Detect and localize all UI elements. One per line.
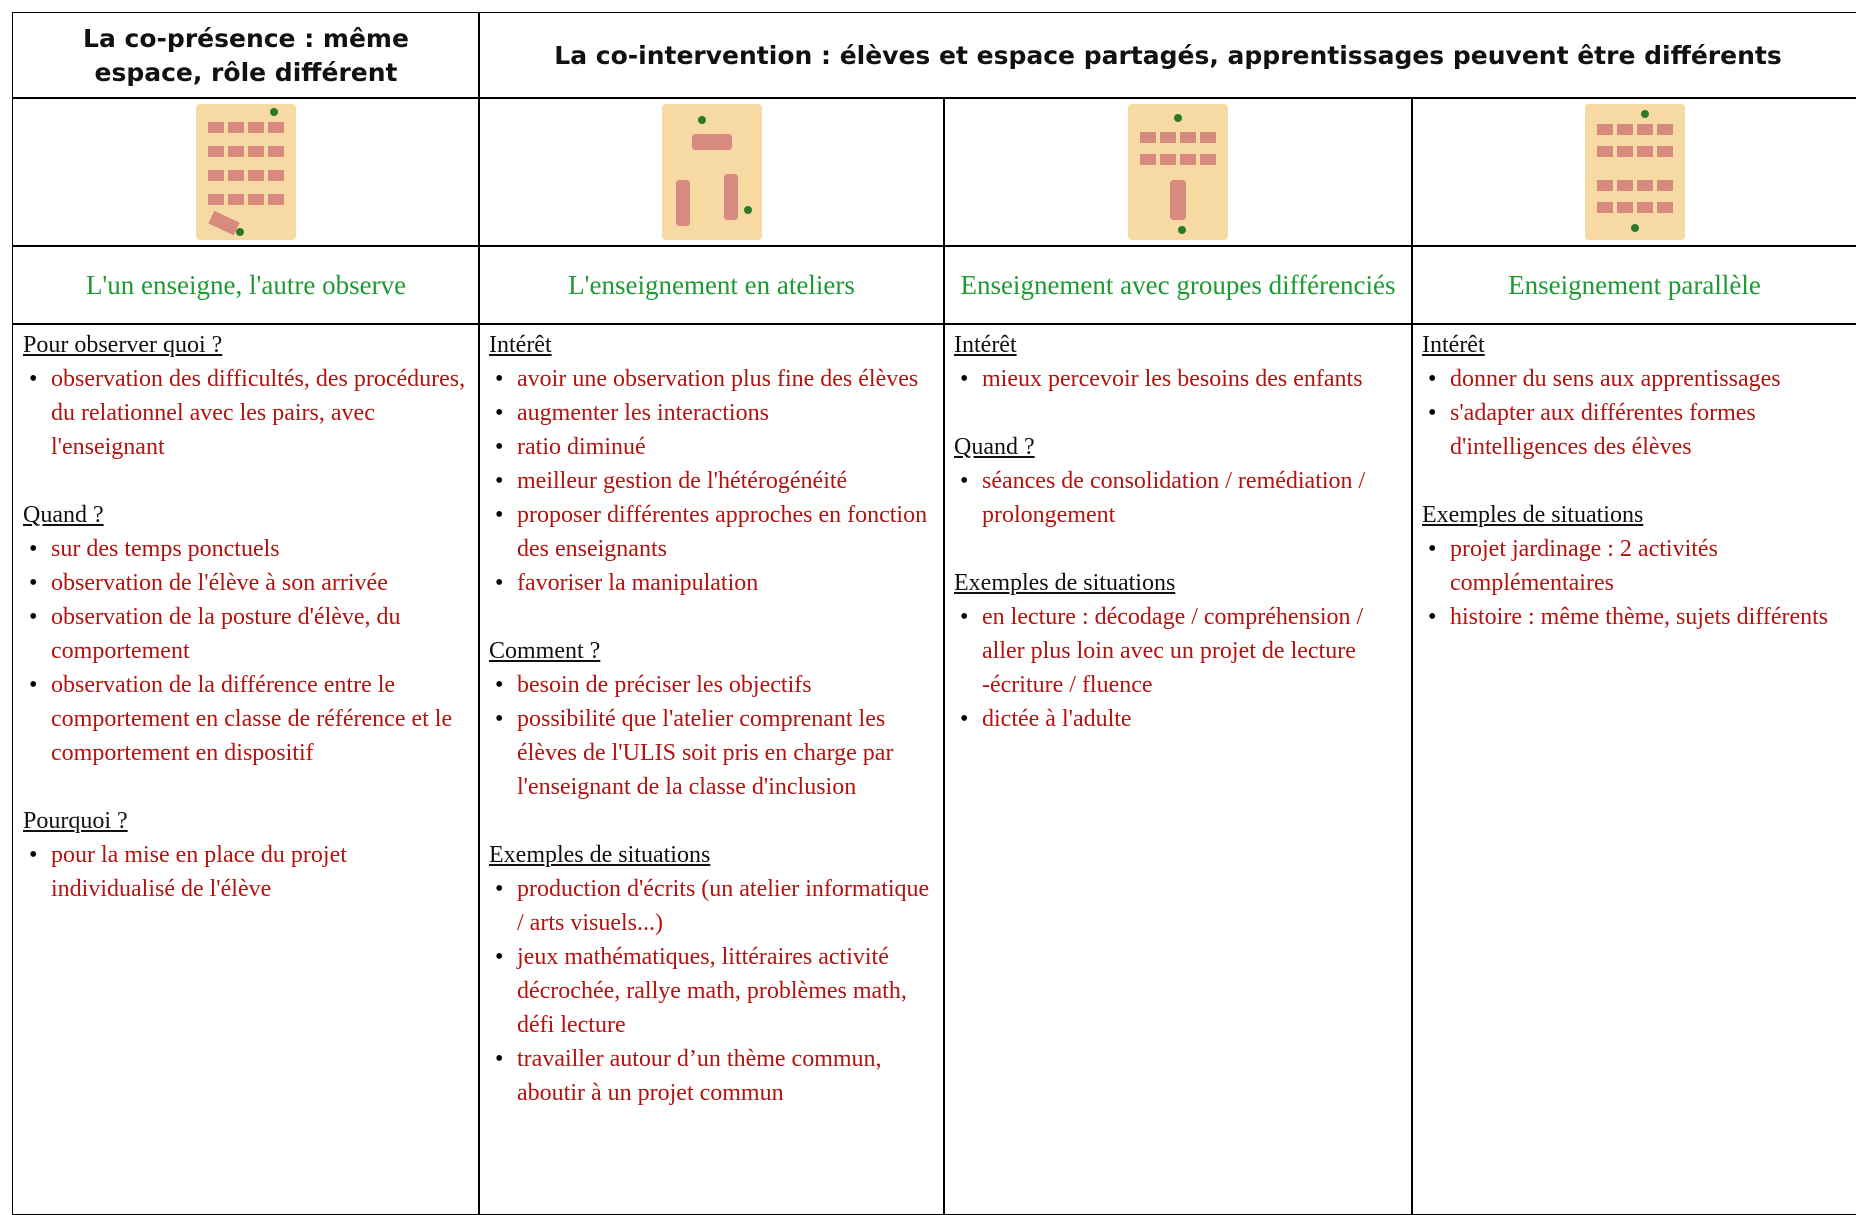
- bullet-item: favoriser la manipulation: [489, 566, 936, 600]
- bullet-item: s'adapter aux différentes formes d'intel…: [1422, 396, 1849, 464]
- classroom-layout: [1584, 104, 1685, 240]
- bullet-item: travailler autour d’un thème commun, abo…: [489, 1042, 936, 1110]
- bullet-item: observation de l'élève à son arrivée: [23, 566, 471, 600]
- image-cell: [1411, 97, 1856, 247]
- section-heading: Quand ?: [954, 434, 1035, 460]
- bullet-list: besoin de préciser les objectifspossibil…: [489, 668, 936, 804]
- bullet-item: besoin de préciser les objectifs: [489, 668, 936, 702]
- bullet-item: jeux mathématiques, littéraires activité…: [489, 940, 936, 1042]
- bullet-item: avoir une observation plus fine des élèv…: [489, 362, 936, 396]
- bullet-list: sur des temps ponctuelsobservation de l'…: [23, 532, 471, 770]
- column-title-cell: Enseignement avec groupes différenciés: [943, 245, 1413, 325]
- bullet-list: projet jardinage : 2 activités complémen…: [1422, 532, 1849, 634]
- section-heading: Intérêt: [489, 332, 552, 358]
- column-title: L'enseignement en ateliers: [568, 270, 855, 300]
- classroom-layout: [1128, 104, 1228, 240]
- bullet-item: mieux percevoir les besoins des enfants: [954, 362, 1404, 396]
- header-cell: La co-intervention : élèves et espace pa…: [478, 12, 1856, 99]
- bullet-item: proposer différentes approches en foncti…: [489, 498, 936, 566]
- bullet-item: séances de consolidation / remédiation /…: [954, 464, 1404, 532]
- column-title-cell: Enseignement parallèle: [1411, 245, 1856, 325]
- column-body: Intérêt donner du sens aux apprentissages…: [1411, 323, 1856, 1215]
- column-title-cell: L'un enseigne, l'autre observe: [12, 245, 480, 325]
- bullet-list: production d'écrits (un atelier informat…: [489, 872, 936, 1110]
- column-title: Enseignement parallèle: [1508, 270, 1761, 300]
- column-title: Enseignement avec groupes différenciés: [960, 270, 1396, 300]
- bullet-item: histoire : même thème, sujets différents: [1422, 600, 1849, 634]
- bullet-item: production d'écrits (un atelier informat…: [489, 872, 936, 940]
- bullet-item: projet jardinage : 2 activités complémen…: [1422, 532, 1849, 600]
- image-cell: [12, 97, 480, 247]
- bullet-list: pour la mise en place du projet individu…: [23, 838, 471, 906]
- column-body: Intérêt mieux percevoir les besoins des e…: [943, 323, 1413, 1215]
- bullet-item: observation de la différence entre le co…: [23, 668, 471, 770]
- bullet-item: possibilité que l'atelier comprenant les…: [489, 702, 936, 804]
- section-heading: Intérêt: [954, 332, 1017, 358]
- bullet-list: observation des difficultés, des procédu…: [23, 362, 471, 464]
- classroom-layout: [196, 104, 296, 240]
- header-text: La co-présence : même espace, rôle diffé…: [83, 23, 409, 87]
- column-title-cell: L'enseignement en ateliers: [478, 245, 945, 325]
- bullet-item: observation des difficultés, des procédu…: [23, 362, 471, 464]
- classroom-layout: [661, 104, 762, 240]
- bullet-list: avoir une observation plus fine des élèv…: [489, 362, 936, 600]
- bullet-item: donner du sens aux apprentissages: [1422, 362, 1849, 396]
- bullet-list: donner du sens aux apprentissagess'adapt…: [1422, 362, 1849, 464]
- image-cell: [478, 97, 945, 247]
- bullet-item: meilleur gestion de l'hétérogénéité: [489, 464, 936, 498]
- header-cell: La co-présence : même espace, rôle diffé…: [12, 12, 480, 99]
- column-body: Pour observer quoi ? observation des diff…: [12, 323, 480, 1215]
- bullet-item: ratio diminué: [489, 430, 936, 464]
- section-heading: Pourquoi ?: [23, 808, 128, 834]
- section-heading: Intérêt: [1422, 332, 1485, 358]
- bullet-item: augmenter les interactions: [489, 396, 936, 430]
- image-cell: [943, 97, 1413, 247]
- section-heading: Exemples de situations: [1422, 502, 1644, 528]
- bullet-list: en lecture : décodage / compréhension / …: [954, 600, 1404, 736]
- bullet-item: pour la mise en place du projet individu…: [23, 838, 471, 906]
- bullet-item: observation de la posture d'élève, du co…: [23, 600, 471, 668]
- bullet-item: en lecture : décodage / compréhension / …: [954, 600, 1404, 702]
- section-heading: Pour observer quoi ?: [23, 332, 223, 358]
- bullet-item: dictée à l'adulte: [954, 702, 1404, 736]
- bullet-list: mieux percevoir les besoins des enfants: [954, 362, 1404, 396]
- bullet-list: séances de consolidation / remédiation /…: [954, 464, 1404, 532]
- section-heading: Exemples de situations: [954, 570, 1176, 596]
- bullet-item: sur des temps ponctuels: [23, 532, 471, 566]
- section-heading: Quand ?: [23, 502, 104, 528]
- section-heading: Exemples de situations: [489, 842, 711, 868]
- section-heading: Comment ?: [489, 638, 601, 664]
- column-body: Intérêt avoir une observation plus fine d…: [478, 323, 945, 1215]
- header-text: La co-intervention : élèves et espace pa…: [554, 40, 1782, 70]
- column-title: L'un enseigne, l'autre observe: [85, 270, 407, 300]
